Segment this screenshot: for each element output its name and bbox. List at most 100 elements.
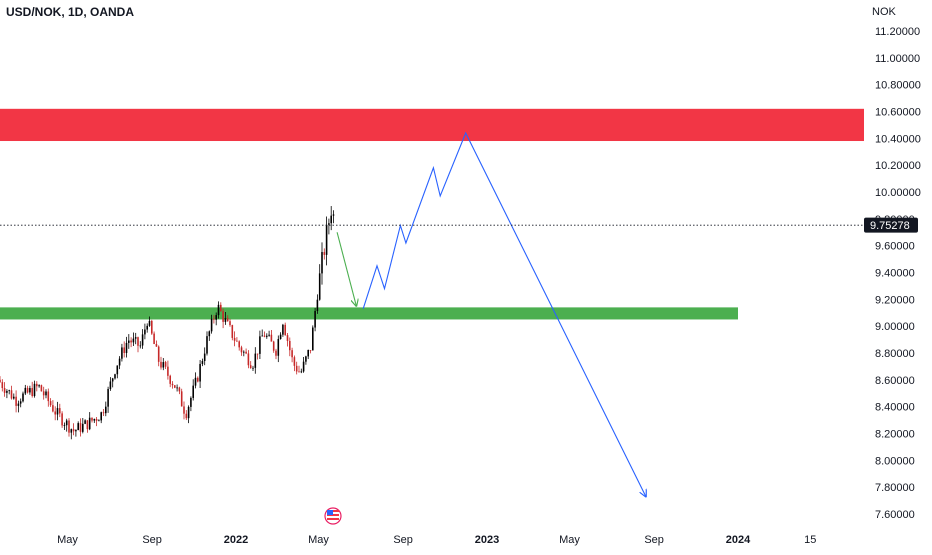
candle: [167, 360, 169, 380]
candle-body: [300, 371, 303, 373]
candle-body: [298, 371, 300, 373]
candle-body: [47, 391, 50, 402]
candle-body: [277, 339, 280, 356]
candle-body: [256, 353, 259, 355]
y-tick-label: 11.20000: [875, 26, 920, 38]
candle-body: [233, 337, 236, 341]
candle: [183, 401, 185, 420]
candle-body: [325, 224, 328, 255]
candle: [6, 389, 8, 399]
x-tick-label: Sep: [644, 534, 664, 546]
candle-body: [217, 304, 220, 316]
x-tick-label: Sep: [142, 534, 162, 546]
y-tick-label: 7.80000: [875, 482, 915, 494]
candle: [213, 315, 215, 324]
candle-body: [31, 388, 33, 396]
candle: [125, 336, 128, 358]
candle-body: [206, 336, 208, 354]
candle-body: [107, 389, 109, 407]
candle-body: [137, 337, 139, 346]
y-axis[interactable]: NOK 11.20000 11.00000 10.80000 10.60000 10.4…: [872, 6, 921, 521]
candle-body: [77, 423, 79, 431]
candle: [330, 206, 332, 231]
candle: [116, 365, 119, 379]
candle: [134, 332, 137, 345]
candle: [160, 356, 162, 370]
candle: [40, 384, 43, 392]
candle: [139, 341, 142, 349]
candle: [10, 385, 13, 400]
chart-title: USD/NOK, 1D, OANDA: [6, 5, 135, 19]
candle: [72, 423, 75, 436]
candle: [190, 396, 192, 412]
candle-body: [65, 420, 68, 426]
candle-body: [332, 214, 335, 216]
candle: [54, 406, 56, 421]
candle-body: [245, 351, 247, 354]
candle: [305, 355, 307, 365]
candle: [77, 421, 79, 431]
candle: [174, 385, 176, 389]
candle: [268, 330, 270, 337]
candle: [318, 264, 321, 301]
candle: [114, 373, 116, 380]
y-tick-label: 10.20000: [875, 160, 921, 172]
candle-body: [153, 333, 155, 344]
candle-body: [185, 413, 188, 419]
candle-body: [10, 390, 13, 399]
y-tick-label: 8.80000: [875, 348, 915, 360]
y-tick-label: 9.20000: [875, 294, 915, 306]
candle: [146, 323, 148, 333]
candle: [261, 329, 263, 337]
y-tick-label: 10.60000: [875, 107, 921, 119]
y-tick-label: 11.00000: [875, 53, 920, 65]
candle-body: [19, 401, 22, 404]
candle-body: [312, 327, 314, 351]
candle-body: [84, 420, 86, 424]
candle-body: [88, 417, 91, 430]
candle: [206, 331, 208, 356]
candle: [176, 384, 178, 392]
candle: [289, 337, 291, 357]
candle: [155, 340, 158, 347]
candle-body: [42, 391, 45, 396]
candle: [229, 318, 231, 327]
candle: [1, 379, 4, 392]
candle: [15, 390, 17, 413]
candle: [266, 333, 268, 339]
candle-body: [183, 406, 185, 414]
candle-body: [305, 356, 307, 362]
candle-body: [0, 379, 1, 383]
candle-body: [222, 311, 224, 322]
candle: [332, 210, 335, 224]
candle: [233, 331, 236, 347]
candle-body: [240, 347, 243, 353]
candle: [243, 350, 245, 357]
candle-body: [208, 331, 211, 337]
candle: [169, 374, 171, 388]
candle: [240, 345, 243, 356]
y-tick-label: 8.00000: [875, 455, 915, 467]
candle: [128, 334, 130, 349]
events-layer[interactable]: [324, 507, 342, 525]
us-flag-icon[interactable]: [324, 507, 342, 525]
candle: [236, 337, 238, 342]
candle: [284, 322, 286, 336]
candle-body: [123, 347, 125, 353]
candle-body: [141, 334, 144, 346]
candle-body: [263, 335, 266, 337]
candle-body: [22, 393, 24, 402]
candle-body: [187, 406, 190, 419]
candle-body: [125, 342, 128, 353]
candle-body: [15, 396, 17, 406]
down-arrow-projection: [336, 232, 356, 306]
candle-body: [130, 340, 132, 343]
candle-body: [49, 401, 52, 406]
projections-layer: [336, 131, 646, 497]
candle: [36, 381, 38, 392]
candle-body: [17, 403, 20, 406]
x-axis[interactable]: May Sep 2022 May Sep 2023 May Sep 2024 15: [57, 534, 816, 546]
candle-body: [100, 412, 102, 421]
